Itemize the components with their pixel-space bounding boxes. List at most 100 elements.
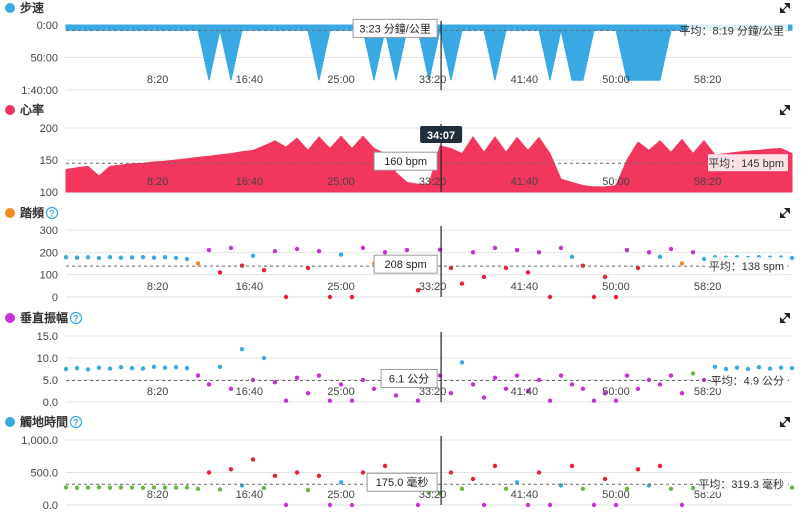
data-point — [261, 485, 267, 491]
cursor-value-box — [366, 472, 438, 492]
cursor-time-badge — [420, 126, 463, 143]
data-point — [184, 485, 190, 490]
data-point — [789, 485, 795, 490]
data-point — [635, 386, 641, 391]
data-point — [558, 245, 564, 251]
average-label: 平均：145 bpm — [708, 157, 784, 170]
data-point — [107, 366, 113, 371]
y-tick-label: 200 — [40, 247, 58, 259]
data-point — [283, 294, 289, 300]
data-point — [272, 473, 278, 478]
y-tick-label: 500.0 — [30, 468, 58, 480]
x-tick-label: 8:20 — [147, 489, 168, 501]
data-point — [459, 281, 465, 286]
x-tick-label: 33:20 — [419, 489, 447, 501]
data-point — [646, 250, 652, 255]
chart-title: 心率 — [20, 102, 44, 117]
data-point — [382, 463, 388, 469]
y-tick-label: 1,000.0 — [21, 435, 58, 447]
x-tick-label: 8:20 — [147, 176, 168, 188]
data-point — [85, 367, 91, 372]
expand-icon[interactable] — [780, 208, 790, 218]
expand-icon[interactable] — [780, 313, 790, 323]
chart-gct: 觸地時間 ? 1,000.0 500.0 0.0 8:20 16:40 25:00 33:20 4… — [5, 414, 795, 512]
expand-diagonal — [780, 105, 790, 115]
data-point — [294, 470, 300, 475]
data-point — [635, 265, 641, 271]
data-point — [657, 382, 663, 387]
data-point — [701, 256, 707, 262]
x-tick-label: 25:00 — [327, 281, 355, 293]
data-point — [206, 470, 212, 475]
legend-dot — [5, 3, 15, 13]
x-tick-label: 58:20 — [694, 386, 722, 398]
y-tick-label: 200 — [40, 123, 58, 135]
x-tick-label: 41:40 — [511, 281, 539, 293]
chart-title: 踏頻 — [20, 205, 44, 220]
cursor-value-label: 3:23 分鐘/公里 — [359, 21, 431, 35]
data-point — [481, 274, 487, 280]
data-point — [283, 502, 289, 508]
data-point — [503, 265, 509, 271]
data-point — [173, 255, 179, 261]
x-tick-label: 58:20 — [694, 281, 722, 293]
data-point — [261, 268, 267, 273]
help-icon[interactable] — [69, 311, 83, 325]
data-point — [195, 261, 201, 266]
chart-cadence: 踏頻 ? 300 200 100 0 8:20 16:40 25:00 33:20 41:40 50:… — [5, 205, 795, 304]
data-point — [668, 246, 674, 252]
x-tick-label: 33:20 — [419, 176, 447, 188]
data-point — [569, 254, 575, 259]
x-tick-label: 33:20 — [419, 386, 447, 398]
x-tick-label: 16:40 — [236, 489, 264, 501]
data-point — [448, 391, 454, 396]
data-point — [96, 255, 102, 261]
expand-diagonal — [780, 313, 790, 323]
data-point — [635, 467, 641, 472]
data-point — [272, 249, 278, 254]
y-tick-label: 0 — [52, 292, 58, 304]
data-point — [558, 373, 564, 378]
data-point — [63, 485, 69, 490]
chart-vosc: 垂直振幅 ? 15.0 10.0 5.0 0.0 8:20 16:40 25:00 33:20 41… — [5, 310, 795, 409]
help-icon[interactable] — [69, 415, 83, 429]
data-point — [536, 250, 542, 255]
data-point — [140, 255, 146, 260]
data-point — [613, 502, 619, 508]
x-tick-label: 50:00 — [602, 489, 630, 501]
data-point — [514, 480, 520, 485]
data-point — [327, 398, 333, 403]
data-point — [525, 388, 531, 394]
data-point — [162, 485, 168, 490]
data-point — [217, 270, 223, 275]
data-point — [118, 365, 124, 370]
expand-icon[interactable] — [780, 417, 790, 427]
data-point — [74, 255, 80, 260]
data-point — [360, 245, 366, 251]
data-point — [591, 294, 597, 300]
average-label: 平均：4.9 公分 — [711, 374, 784, 387]
data-point — [349, 502, 355, 508]
expand-icon[interactable] — [780, 3, 790, 13]
data-point — [338, 252, 344, 257]
data-point — [690, 250, 696, 255]
data-point — [151, 255, 157, 260]
data-point — [514, 247, 520, 253]
x-tick-label: 8:20 — [147, 386, 168, 398]
data-point — [602, 274, 608, 280]
data-point — [415, 502, 421, 508]
data-point — [217, 487, 223, 492]
average-label-box — [701, 475, 788, 493]
x-tick-label: 33:20 — [419, 281, 447, 293]
help-icon[interactable] — [45, 206, 59, 220]
data-point — [547, 294, 553, 300]
data-point — [459, 360, 465, 365]
x-tick-label: 58:20 — [694, 74, 722, 86]
data-point — [657, 254, 663, 259]
chart-title: 觸地時間 — [20, 414, 68, 429]
data-point — [481, 395, 487, 400]
expand-icon[interactable] — [780, 105, 790, 115]
x-tick-label: 50:00 — [602, 386, 630, 398]
data-point — [602, 476, 608, 482]
data-point — [74, 365, 80, 371]
